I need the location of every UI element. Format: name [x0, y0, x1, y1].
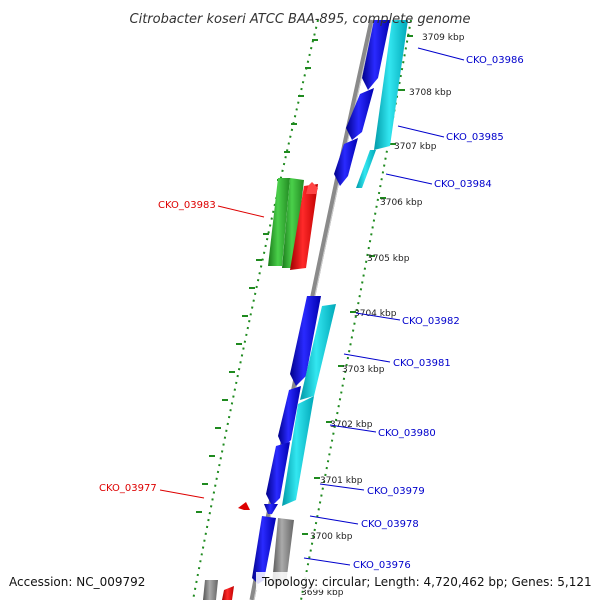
kbp-label: 3701 kbp	[320, 476, 363, 486]
cds-arrow	[238, 502, 250, 510]
cds-arrow	[264, 504, 278, 514]
outer-ring-ticks	[302, 35, 413, 535]
kbp-labels: 3709 kbp 3708 kbp 3707 kbp 3706 kbp 3705…	[301, 33, 465, 598]
gene-labels: CKO_03986 CKO_03985 CKO_03984 CKO_03983 …	[99, 47, 524, 571]
gene-label: CKO_03984	[434, 179, 492, 190]
cds-arrow	[278, 386, 301, 448]
cds-arrow	[252, 516, 276, 584]
kbp-label: 3706 kbp	[380, 198, 423, 208]
gene-label: CKO_03983	[158, 200, 216, 211]
kbp-label: 3699 kbp	[301, 588, 344, 598]
gene-label: CKO_03985	[446, 132, 504, 143]
topology-label: Topology: circular; Length: 4,720,462 bp…	[261, 575, 592, 589]
inner-dotted-ring	[192, 19, 319, 600]
cds-arrow	[282, 178, 304, 268]
gene-label: CKO_03978	[361, 519, 419, 530]
kbp-label: 3705 kbp	[367, 254, 410, 264]
cds-arrow	[266, 442, 290, 506]
cds-arrow	[268, 178, 290, 266]
forward-strand-cds	[252, 20, 390, 584]
cds-arrow	[290, 184, 318, 270]
cds-arrow	[334, 138, 358, 186]
gene-label: CKO_03981	[393, 358, 451, 369]
gene-label: CKO_03980	[378, 428, 436, 439]
cds-arrow	[203, 580, 218, 600]
gene-label: CKO_03977	[99, 483, 157, 494]
forward-strand-cds-cyan	[282, 20, 408, 506]
gene-label: CKO_03976	[353, 560, 411, 571]
gene-label: CKO_03986	[466, 55, 524, 66]
cds-arrow	[290, 296, 321, 386]
kbp-label: 3700 kbp	[310, 532, 353, 542]
kbp-label: 3709 kbp	[422, 33, 465, 43]
accession-label: Accession: NC_009792	[9, 575, 145, 589]
kbp-label: 3702 kbp	[330, 420, 373, 430]
kbp-label: 3708 kbp	[409, 88, 452, 98]
cds-arrow	[272, 518, 294, 584]
map-title: Citrobacter koseri ATCC BAA-895, complet…	[130, 12, 471, 27]
kbp-label: 3707 kbp	[394, 142, 437, 152]
gene-label: CKO_03982	[402, 316, 460, 327]
cds-arrow	[346, 88, 374, 140]
outer-tick-ring	[300, 19, 412, 600]
cds-arrow	[362, 20, 390, 90]
kbp-label: 3704 kbp	[354, 309, 397, 319]
cds-arrow	[306, 182, 318, 194]
gene-label: CKO_03979	[367, 486, 425, 497]
reverse-strand-cds	[203, 178, 318, 600]
kbp-label: 3703 kbp	[342, 365, 385, 375]
cds-arrow	[222, 586, 234, 600]
